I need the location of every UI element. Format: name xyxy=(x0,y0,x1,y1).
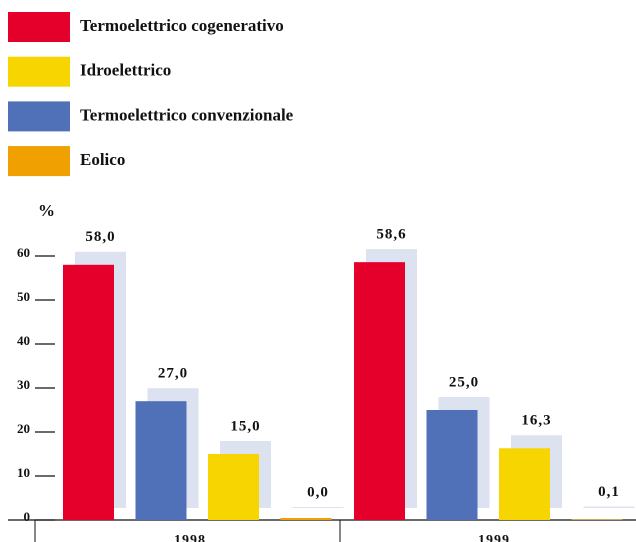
value-label: 58,6 xyxy=(376,227,406,243)
legend-label: Termoelettrico convenzionale xyxy=(80,105,294,124)
y-tick-label: 10 xyxy=(17,465,30,480)
bar-shadow xyxy=(583,506,635,508)
y-tick-label: 0 xyxy=(24,509,31,524)
y-tick-label: 50 xyxy=(17,289,30,304)
bar xyxy=(208,454,259,520)
bar xyxy=(354,262,405,520)
value-label: 0,1 xyxy=(598,484,620,500)
legend-swatch xyxy=(8,146,70,177)
value-label: 16,3 xyxy=(521,413,551,429)
y-tick-label: 20 xyxy=(17,421,30,436)
legend-label: Eolico xyxy=(80,150,125,169)
legend-swatch xyxy=(8,56,70,87)
value-label: 0,0 xyxy=(307,484,329,500)
value-label: 58,0 xyxy=(85,229,115,245)
value-label: 27,0 xyxy=(158,366,188,382)
y-tick-label: 60 xyxy=(17,245,30,260)
value-label: 25,0 xyxy=(449,374,479,390)
legend-label: Idroelettrico xyxy=(80,61,171,80)
y-tick-label: 40 xyxy=(17,333,30,348)
bar-shadow xyxy=(292,507,344,508)
legend-swatch xyxy=(8,12,70,42)
x-tick-label: 1999 xyxy=(478,533,510,542)
bar xyxy=(426,410,478,520)
bar xyxy=(135,401,187,520)
value-label: 15,0 xyxy=(230,418,260,434)
bar xyxy=(280,518,332,520)
y-tick-label: 30 xyxy=(17,377,30,392)
legend-label: Termoelettrico cogenerativo xyxy=(80,16,284,35)
bar xyxy=(499,448,550,520)
x-tick-label: 1998 xyxy=(174,533,206,542)
bar xyxy=(63,264,114,520)
y-axis-label: % xyxy=(38,201,55,220)
legend-swatch xyxy=(8,101,70,132)
